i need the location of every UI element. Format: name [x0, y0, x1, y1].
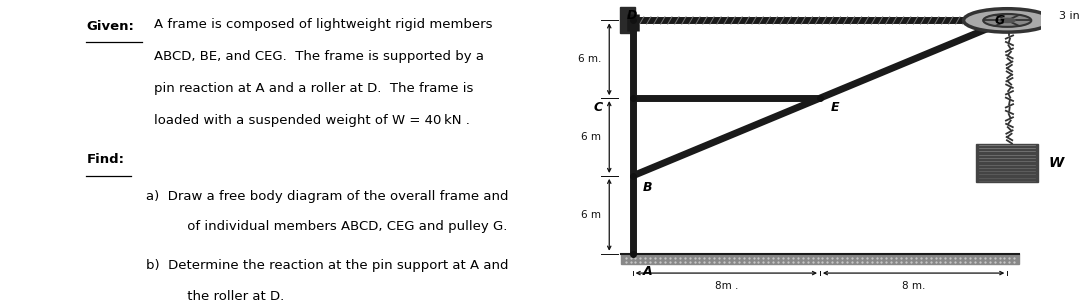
- Text: W: W: [1049, 156, 1064, 170]
- Text: C: C: [593, 101, 603, 114]
- Text: ABCD, BE, and CEG.  The frame is supported by a: ABCD, BE, and CEG. The frame is supporte…: [154, 50, 484, 63]
- Bar: [976, 144, 1039, 182]
- Bar: [621, 254, 1018, 264]
- Text: A: A: [643, 265, 652, 278]
- Text: 6 m: 6 m: [581, 210, 600, 220]
- Text: D: D: [626, 9, 637, 22]
- Circle shape: [963, 9, 1051, 32]
- Circle shape: [999, 18, 1015, 23]
- Text: 6 m.: 6 m.: [578, 54, 600, 64]
- Text: 6 m: 6 m: [581, 132, 600, 142]
- Text: pin reaction at A and a roller at D.  The frame is: pin reaction at A and a roller at D. The…: [154, 82, 473, 95]
- Text: loaded with a suspended weight of W = 40 kN .: loaded with a suspended weight of W = 40…: [154, 114, 470, 127]
- Bar: [620, 8, 635, 33]
- Text: G: G: [995, 14, 1005, 27]
- Text: Given:: Given:: [86, 20, 134, 33]
- Text: the roller at D.: the roller at D.: [166, 290, 285, 301]
- Text: of individual members ABCD, CEG and pulley G.: of individual members ABCD, CEG and pull…: [166, 220, 508, 233]
- Text: Find:: Find:: [86, 153, 124, 166]
- Text: B: B: [643, 182, 652, 194]
- Text: 8 m.: 8 m.: [902, 281, 926, 291]
- Text: 8m .: 8m .: [715, 281, 738, 291]
- Text: A frame is composed of lightweight rigid members: A frame is composed of lightweight rigid…: [154, 18, 492, 31]
- Text: a)  Draw a free body diagram of the overall frame and: a) Draw a free body diagram of the overa…: [146, 190, 509, 203]
- Circle shape: [983, 14, 1031, 27]
- Text: b)  Determine the reaction at the pin support at A and: b) Determine the reaction at the pin sup…: [146, 259, 509, 272]
- Text: E: E: [831, 101, 839, 114]
- Text: 3 in.: 3 in.: [1059, 11, 1080, 21]
